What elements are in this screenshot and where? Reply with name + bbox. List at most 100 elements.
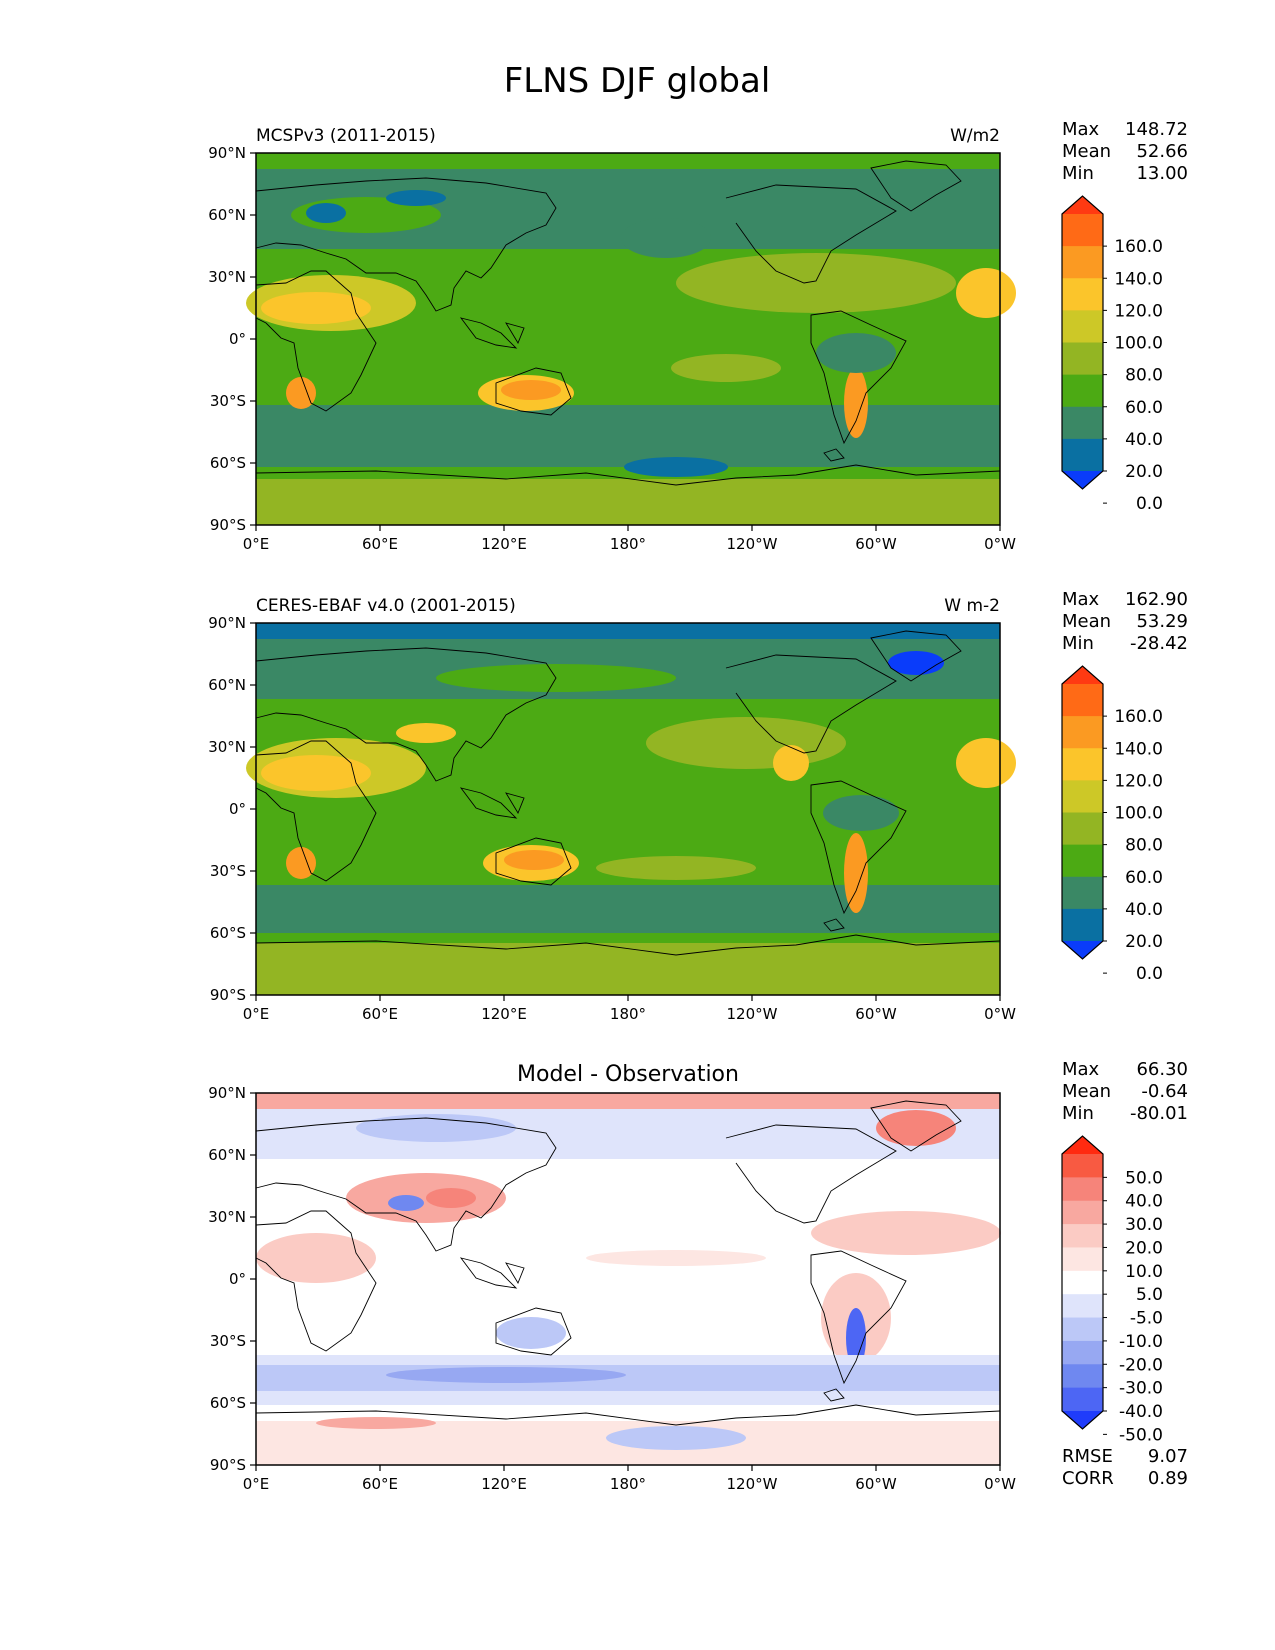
stat-label: Max	[1062, 1059, 1100, 1080]
lat-tick-label: 0°	[229, 330, 246, 348]
lat-tick-label: 60°N	[208, 206, 246, 224]
panel-observation: 90°N 60°N 30°N 0° 30°S 60°S 90°S 0°E 60°E 120°E 1…	[208, 596, 1016, 1023]
colorbar-tick-label: 140.0	[1114, 269, 1163, 289]
stat-value: -0.64	[1141, 1081, 1188, 1102]
colorbar-segment	[1062, 1340, 1103, 1365]
lat-tick-label: 30°N	[208, 738, 246, 756]
colorbar-tick-label: 20.0	[1125, 462, 1163, 482]
corr-label: CORR	[1062, 1468, 1114, 1489]
stat-value: -28.42	[1130, 633, 1188, 654]
stat-label: Mean	[1062, 141, 1111, 162]
lat-tick-label: 0°	[229, 800, 246, 818]
colorbar-tick-label: 30.0	[1125, 1215, 1163, 1235]
lon-tick-label: 60°W	[855, 1005, 897, 1023]
stat-label: Min	[1062, 1103, 1094, 1124]
lat-tick-label: 90°S	[210, 986, 246, 1004]
map-observation	[246, 622, 1016, 996]
stat-label: Min	[1062, 633, 1094, 654]
colorbar-extend-max	[1062, 1136, 1103, 1154]
colorbar-extend-min	[1062, 1411, 1103, 1429]
colorbar-tick-label: 20.0	[1125, 1238, 1163, 1258]
rmse-value: 9.07	[1148, 1446, 1188, 1467]
colorbar-segment	[1062, 1224, 1103, 1248]
colorbar-extend-max	[1062, 666, 1103, 684]
colorbar-tick-label: 80.0	[1125, 366, 1163, 386]
stats-difference: Max 66.30 Mean -0.64 Min -80.01	[1062, 1059, 1188, 1124]
colorbar-segment	[1062, 1294, 1103, 1319]
lat-tick-label: 90°N	[208, 1084, 246, 1102]
lat-axis: 90°N 60°N 30°N 0° 30°S 60°S 90°S	[208, 614, 256, 1004]
lon-tick-label: 60°E	[362, 535, 398, 553]
colorbar-tick-label: 60.0	[1125, 398, 1163, 418]
lon-tick-label: 0°E	[243, 535, 270, 553]
colorbar-tick-label: 100.0	[1114, 804, 1163, 824]
colorbar-extend-min	[1062, 941, 1103, 959]
stat-label: Min	[1062, 163, 1094, 184]
colorbar-tick-label: 40.0	[1125, 900, 1163, 920]
colorbar-tick-label: -40.0	[1119, 1402, 1163, 1422]
colorbar-segment	[1062, 1387, 1103, 1412]
lat-tick-label: 30°S	[210, 1332, 246, 1350]
colorbar-tick-label: 10.0	[1125, 1262, 1163, 1282]
colorbar-segment	[1062, 844, 1103, 878]
lat-tick-label: 60°S	[210, 1394, 246, 1412]
lon-tick-label: 180°	[610, 535, 646, 553]
colorbar-tick-label: 80.0	[1125, 836, 1163, 856]
colorbar-extend-min	[1062, 471, 1103, 489]
colorbar-segment	[1062, 1317, 1103, 1342]
colorbar-tick-label: 0.0	[1136, 964, 1163, 984]
lat-tick-label: 90°S	[210, 516, 246, 534]
colorbar-segment	[1062, 310, 1103, 343]
stat-label: Max	[1062, 589, 1100, 610]
lat-tick-label: 90°S	[210, 1456, 246, 1474]
colorbar-segment	[1062, 748, 1103, 781]
stat-value: 53.29	[1136, 611, 1188, 632]
colorbar-segment	[1062, 1364, 1103, 1389]
stat-value: 66.30	[1136, 1059, 1188, 1080]
lon-tick-label: 180°	[610, 1475, 646, 1493]
lat-tick-label: 60°N	[208, 1146, 246, 1164]
lat-tick-label: 0°	[229, 1270, 246, 1288]
colorbar-tick-label: 100.0	[1114, 334, 1163, 354]
lon-axis: 0°E 60°E 120°E 180° 120°W 60°W 0°W	[243, 1465, 1016, 1493]
colorbar-segment	[1062, 1247, 1103, 1272]
stat-value: 13.00	[1136, 163, 1188, 184]
stat-label: Mean	[1062, 611, 1111, 632]
lon-tick-label: 0°W	[984, 1475, 1016, 1493]
panel-title-model: MCSPv3 (2011-2015)	[256, 126, 436, 146]
lon-tick-label: 180°	[610, 1005, 646, 1023]
colorbar-extend-max	[1062, 196, 1103, 214]
figure-title: FLNS DJF global	[504, 61, 771, 101]
colorbar-tick-label: 140.0	[1114, 739, 1163, 759]
lat-tick-label: 30°N	[208, 268, 246, 286]
colorbar-segment	[1062, 278, 1103, 311]
lat-tick-label: 30°S	[210, 862, 246, 880]
stat-value: 162.90	[1125, 589, 1188, 610]
colorbar-tick-label: 5.0	[1136, 1285, 1163, 1305]
lat-axis: 90°N 60°N 30°N 0° 30°S 60°S 90°S	[208, 1084, 256, 1474]
lon-tick-label: 60°W	[855, 1475, 897, 1493]
map-difference	[255, 1092, 1001, 1466]
lat-tick-label: 90°N	[208, 614, 246, 632]
lon-tick-label: 120°E	[481, 1475, 527, 1493]
panel-title-difference: Model - Observation	[517, 1062, 739, 1087]
panel-model: 90°N 60°N 30°N 0° 30°S 60°S 90°S 0°E 60°E 120°E 1…	[208, 126, 1016, 553]
colorbar-segment	[1062, 908, 1103, 942]
colorbar-tick-label: 0.0	[1136, 494, 1163, 514]
colorbar-segment	[1062, 246, 1103, 279]
colorbar-tick-label: 160.0	[1114, 707, 1163, 727]
lat-tick-label: 60°N	[208, 676, 246, 694]
stats-model: Max 148.72 Mean 52.66 Min 13.00	[1062, 119, 1188, 184]
colorbar-tick-label: -50.0	[1119, 1425, 1163, 1445]
colorbar-segment	[1062, 812, 1103, 846]
units-label-observation: W m-2	[944, 596, 1000, 616]
lat-tick-label: 30°N	[208, 1208, 246, 1226]
colorbar-segment	[1062, 342, 1103, 376]
stat-label: Max	[1062, 119, 1100, 140]
map-model	[246, 152, 1016, 526]
colorbar-segment	[1062, 406, 1103, 440]
field-arctic	[256, 623, 1000, 639]
lon-tick-label: 60°W	[855, 535, 897, 553]
colorbar-tick-label: -10.0	[1119, 1332, 1163, 1352]
